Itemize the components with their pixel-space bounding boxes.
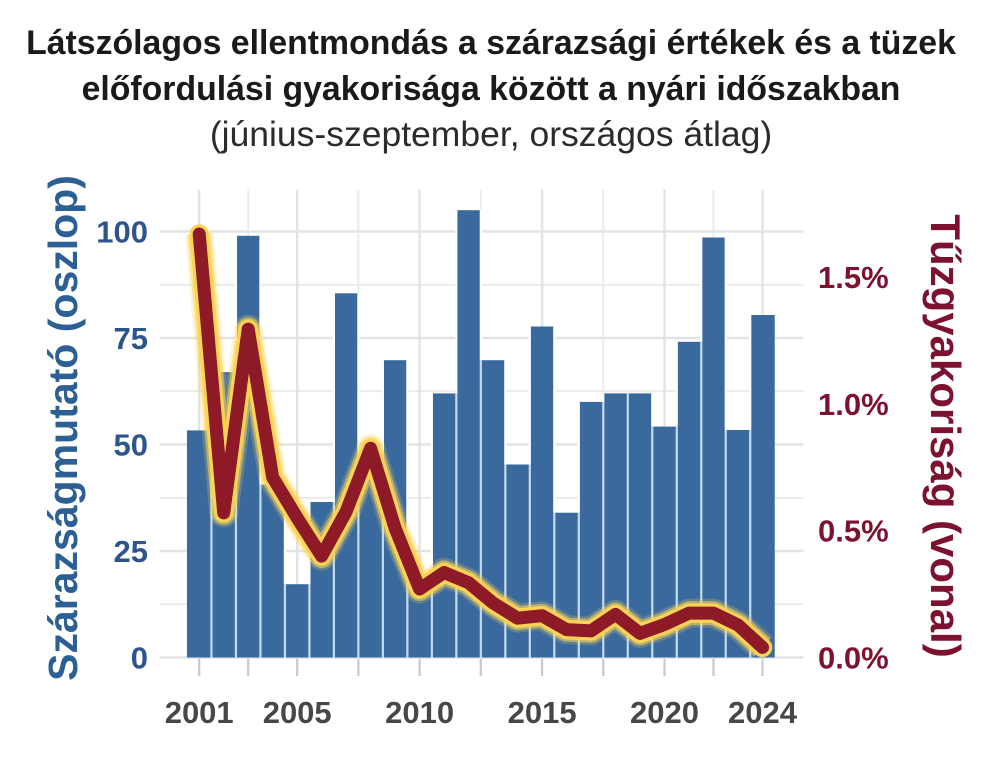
svg-text:75: 75	[114, 321, 148, 356]
svg-text:előfordulási gyakorisága közöt: előfordulási gyakorisága között a nyári …	[82, 70, 901, 108]
svg-text:0.5%: 0.5%	[818, 514, 889, 549]
svg-text:2015: 2015	[508, 695, 577, 730]
svg-text:2010: 2010	[385, 695, 454, 730]
svg-text:0: 0	[131, 641, 148, 676]
svg-text:1.5%: 1.5%	[818, 260, 889, 295]
svg-text:Tűzgyakoriság (vonal): Tűzgyakoriság (vonal)	[922, 214, 969, 657]
svg-text:2024: 2024	[728, 695, 798, 730]
svg-text:Látszólagos ellentmondás a szá: Látszólagos ellentmondás a szárazsági ér…	[26, 24, 956, 62]
svg-text:0.0%: 0.0%	[818, 641, 889, 676]
svg-text:50: 50	[114, 428, 148, 463]
svg-text:2020: 2020	[630, 695, 699, 730]
svg-text:25: 25	[114, 534, 148, 569]
svg-text:100: 100	[96, 215, 148, 250]
svg-text:2001: 2001	[165, 695, 234, 730]
svg-text:2005: 2005	[263, 695, 332, 730]
svg-text:Szárazságmutató (oszlop): Szárazságmutató (oszlop)	[40, 175, 86, 681]
svg-text:(június-szeptember, országos á: (június-szeptember, országos átlag)	[210, 114, 772, 154]
svg-text:1.0%: 1.0%	[818, 387, 889, 422]
